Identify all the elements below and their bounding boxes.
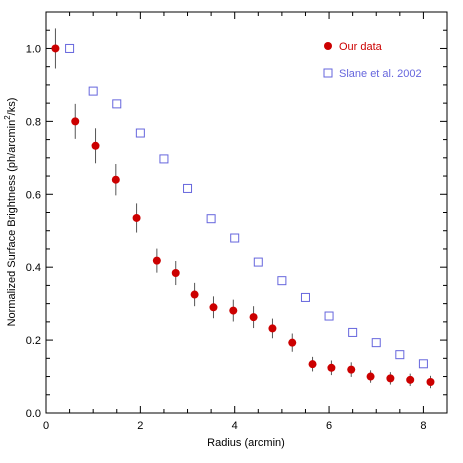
y-tick-label: 0.0 (26, 408, 41, 420)
slane-point (159, 154, 169, 164)
x-tick-label: 8 (420, 420, 426, 432)
y-axis-title-sup: 2 (3, 115, 12, 120)
our-data-point (386, 374, 395, 383)
our-data-point (190, 290, 199, 299)
legend-our-data-marker (324, 42, 332, 50)
our-data-point (171, 269, 180, 278)
our-data-point (71, 117, 80, 126)
legend-our-data-label: Our data (339, 41, 383, 53)
our-data-point (229, 306, 238, 315)
slane-point (300, 292, 310, 302)
slane-point (277, 276, 287, 286)
slane-point (65, 43, 75, 53)
our-data-point (308, 360, 317, 369)
slane-point (348, 327, 358, 337)
y-tick-label: 1.0 (26, 43, 41, 55)
x-axis-title: Radius (arcmin) (207, 437, 285, 449)
y-tick-label: 0.4 (26, 262, 41, 274)
y-tick-label: 0.2 (26, 335, 41, 347)
y-axis-title-tail: /ks) (6, 98, 18, 116)
y-axis-ticks: 0.0 0.2 0.4 0.6 0.8 1.0 (26, 11, 447, 420)
our-data-point (91, 141, 100, 150)
our-data-point (51, 44, 60, 53)
our-data-point (209, 303, 218, 312)
our-data-point (327, 363, 336, 372)
x-tick-label: 2 (137, 420, 143, 432)
slane-point (230, 233, 240, 243)
our-data-point (132, 213, 141, 222)
our-data-point (347, 365, 356, 374)
x-tick-label: 4 (232, 420, 238, 432)
slane-point (324, 311, 334, 321)
slane-point (395, 350, 405, 360)
legend-slane-label: Slane et al. 2002 (339, 68, 422, 80)
legend-slane-marker (323, 68, 333, 78)
slane-point (88, 86, 98, 96)
x-tick-label: 0 (43, 420, 49, 432)
x-axis-ticks: 0 2 4 6 8 (43, 12, 448, 432)
slane-point (135, 128, 145, 138)
slane-point (206, 214, 216, 224)
our-data-point (366, 372, 375, 381)
our-data-point (426, 378, 435, 387)
slane-point (112, 99, 122, 109)
our-data-point (152, 256, 161, 265)
slane-point (183, 183, 193, 193)
x-tick-label: 6 (326, 420, 332, 432)
y-tick-label: 0.8 (26, 116, 41, 128)
error-bars (54, 28, 431, 389)
slane-point (418, 359, 428, 369)
our-data-point (406, 375, 415, 384)
our-data-point (111, 175, 120, 184)
y-axis-title: Normalized Surface Brightness (ph/arcmin… (3, 98, 18, 327)
our-data-point (288, 338, 297, 347)
series-slane (65, 43, 428, 369)
series-our-data (51, 44, 435, 387)
our-data-point (268, 324, 277, 333)
slane-point (253, 257, 263, 267)
our-data-point (249, 313, 258, 322)
legend: Our data Slane et al. 2002 (323, 41, 422, 80)
slane-point (371, 338, 381, 348)
y-tick-label: 0.6 (26, 189, 41, 201)
y-axis-title-main: Normalized Surface Brightness (ph/arcmin (6, 120, 18, 327)
